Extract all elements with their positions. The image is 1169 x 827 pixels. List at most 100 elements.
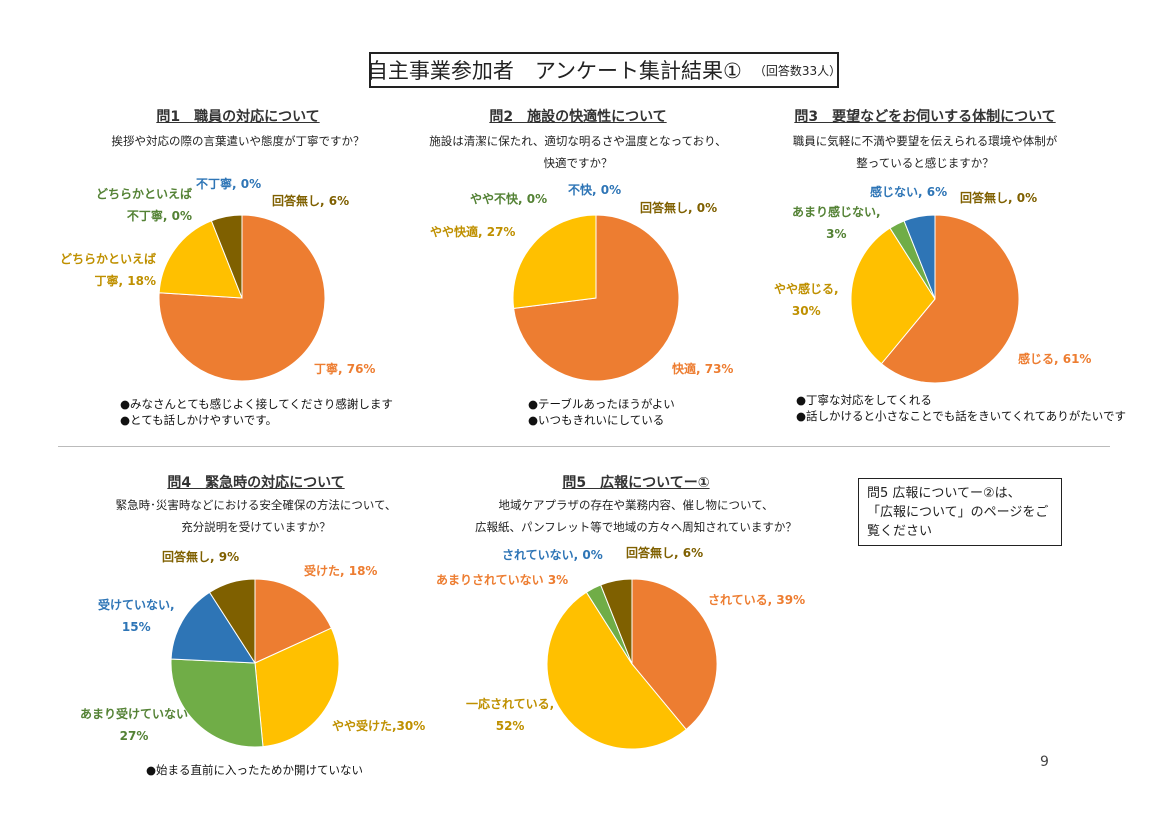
page-title: 自主事業参加者 アンケート集計結果① （回答数33人） (366, 52, 842, 88)
q1-label-dochira-teinei-l2: 丁寧, 18% (94, 274, 157, 288)
pie-slice-0 (880, 214, 1020, 384)
q4-label-yaya-uketa: やや受けた,30% (332, 719, 426, 733)
q1-label-teinei: 丁寧, 76% (314, 362, 376, 376)
pie-slice-4 (210, 214, 243, 299)
pie-slice-1 (546, 591, 687, 750)
pie-slice-1 (850, 227, 936, 365)
pie-slice-3 (170, 591, 256, 664)
note-line: 覧ください (867, 524, 933, 539)
q4-label-amari: あまり受けていない 27% (80, 703, 188, 747)
q1-label-dochira-futeinei: どちらかといえば 不丁寧, 0% (96, 183, 192, 227)
q2-label-yaya-fukai: やや不快, 0% (470, 192, 548, 206)
page-number: 9 (1040, 754, 1049, 770)
pie-slice-0 (254, 578, 333, 664)
pie-slice-1 (158, 220, 243, 299)
panel-q3: 問3 要望などをお伺いする体制について 職員に気軽に不満や要望を伝えられる環境や… (758, 106, 1126, 436)
q5-subtitle: 地域ケアプラザの存在や業務内容、催し物について、 広報紙、パンフレット等で地域の… (466, 494, 806, 538)
pie-slice-3 (903, 214, 936, 300)
q1-label-dochira-teinei: どちらかといえば 丁寧, 18% (60, 248, 156, 292)
pie-slice-0 (631, 578, 718, 731)
q2-label-kaiteki: 快適, 73% (672, 362, 734, 376)
q1-subtitle-line: 挨拶や対応の際の言葉遣いや態度が丁寧ですか？ (111, 134, 365, 148)
q1-comment: ●とても話しかけやすいです。 (120, 413, 278, 427)
q3-subtitle-line: 整っていると感じますか？ (856, 156, 994, 170)
q4-comments: ●始まる直前に入ったためか開けていない (146, 762, 363, 778)
q3-label-kaitounashi: 回答無し, 0% (960, 191, 1038, 205)
q3-subtitle-line: 職員に気軽に不満や要望を伝えられる環境や体制が (792, 134, 1058, 148)
q2-title: 問2 施設の快適性について (489, 109, 667, 125)
q3-label-amari: あまり感じない, 3% (792, 201, 881, 245)
q1-comments: ●みなさんとても感じよく接してくださり感謝します ●とても話しかけやすいです。 (120, 396, 393, 428)
q5-label-kaitounashi: 回答無し, 6% (626, 546, 704, 560)
q5-label-ichiou-l2: 52% (495, 719, 525, 733)
q4-label-uketa: 受けた, 18% (304, 564, 378, 578)
q5-label-ichiou: 一応されている, 52% (466, 693, 554, 737)
q5-subtitle-line: 広報紙、パンフレット等で地域の方々へ周知されていますか？ (475, 520, 797, 534)
note-line: 問5 広報についてー②は、 (867, 486, 1021, 501)
q3-title: 問3 要望などをお伺いする体制について (794, 109, 1056, 125)
q4-label-ukete-inai: 受けていない, 15% (98, 594, 175, 638)
q2-label-yaya-kaiteki: やや快適, 27% (430, 225, 516, 239)
q5-title: 問5 広報についてー① (562, 475, 710, 491)
q4-label-kaitounashi: 回答無し, 9% (162, 550, 240, 564)
q2-subtitle-line: 施設は清潔に保たれ、適切な明るさや温度となっており、 (429, 134, 727, 148)
q4-label-ukete-inai-l1: 受けていない, (98, 598, 175, 612)
pie-slice-2 (170, 658, 264, 748)
q4-title: 問4 緊急時の対応について (167, 475, 345, 491)
q4-subtitle-line: 充分説明を受けていますか？ (181, 520, 331, 534)
q5-label-sareteiru: されている, 39% (708, 593, 806, 607)
q4-pie-chart (170, 578, 340, 748)
pie-slice-1 (254, 627, 340, 748)
q3-label-yaya-kanjiru-l1: やや感じる, (774, 282, 839, 296)
q2-label-fukai: 不快, 0% (568, 183, 622, 197)
q3-pie-chart (850, 214, 1020, 384)
pie-slice-1 (512, 214, 597, 309)
pie-slice-4 (208, 578, 256, 665)
q4-subtitle-line: 緊急時･災害時などにおける安全確保の方法について、 (115, 498, 397, 512)
response-count: （回答数33人） (753, 63, 842, 78)
q2-pie-chart (512, 214, 680, 382)
q1-label-futeinei: 不丁寧, 0% (196, 177, 262, 191)
q3-comments: ●丁寧な対応をしてくれる ●話しかけると小さなことでも話をきいてくれてありがたい… (796, 392, 1126, 424)
panel-q2: 問2 施設の快適性について 施設は清潔に保たれ、適切な明るさや温度となっており、… (418, 106, 738, 436)
q1-comment: ●みなさんとても感じよく接してくださり感謝します (120, 397, 393, 411)
q4-subtitle: 緊急時･災害時などにおける安全確保の方法について、 充分説明を受けていますか？ (96, 494, 416, 538)
q4-label-amari-l2: 27% (119, 729, 149, 743)
note-box-q5-part2: 問5 広報についてー②は、 「広報について」のページをご 覧ください (858, 478, 1062, 546)
q3-label-yaya-kanjiru: やや感じる, 30% (774, 278, 839, 322)
q3-subtitle: 職員に気軽に不満や要望を伝えられる環境や体制が 整っていると感じますか？ (742, 130, 1108, 174)
q5-pie-chart (546, 578, 718, 750)
q1-label-dochira-futeinei-l2: 不丁寧, 0% (126, 209, 193, 223)
q4-label-amari-l1: あまり受けていない (80, 707, 189, 721)
q5-subtitle-line: 地域ケアプラザの存在や業務内容、催し物について、 (498, 498, 774, 512)
q1-pie-chart (158, 214, 326, 382)
q1-label-dochira-teinei-l1: どちらかといえば (60, 252, 157, 266)
section-divider (58, 446, 1110, 447)
q2-comment: ●テーブルあったほうがよい (528, 397, 675, 411)
q2-subtitle: 施設は清潔に保たれ、適切な明るさや温度となっており、 快適ですか？ (418, 130, 738, 174)
q2-label-kaitounashi: 回答無し, 0% (640, 201, 718, 215)
note-line: 「広報について」のページをご (867, 505, 1049, 520)
q4-label-ukete-inai-l2: 15% (121, 620, 151, 634)
q4-comment: ●始まる直前に入ったためか開けていない (146, 763, 364, 777)
q3-label-yaya-kanjiru-l2: 30% (791, 304, 821, 318)
q1-label-dochira-futeinei-l1: どちらかといえば (96, 187, 193, 201)
q3-label-amari-l2: 3% (826, 227, 847, 241)
q2-comment: ●いつもきれいにしている (528, 413, 665, 427)
q5-label-amari: あまりされていない 3% (436, 573, 569, 587)
q2-comments: ●テーブルあったほうがよい ●いつもきれいにしている (528, 396, 675, 428)
q3-label-amari-l1: あまり感じない, (792, 205, 881, 219)
q1-title: 問1 職員の対応について (156, 109, 320, 125)
q5-label-sareteinai: されていない, 0% (502, 548, 603, 562)
q3-label-kanjiru: 感じる, 61% (1018, 352, 1092, 366)
q1-subtitle: 挨拶や対応の際の言葉遣いや態度が丁寧ですか？ (78, 130, 398, 152)
panel-q4: 問4 緊急時の対応について 緊急時･災害時などにおける安全確保の方法について、 … (80, 472, 425, 792)
pie-slice-0 (158, 214, 326, 382)
q1-label-kaitounashi: 回答無し, 6% (272, 194, 350, 208)
panel-q5: 問5 広報についてー① 地域ケアプラザの存在や業務内容、催し物について、 広報紙… (436, 472, 806, 772)
page-title-text: 自主事業参加者 アンケート集計結果① (366, 59, 742, 83)
pie-slice-4 (600, 578, 633, 665)
panel-q1: 問1 職員の対応について 挨拶や対応の際の言葉遣いや態度が丁寧ですか？ 丁寧, … (60, 106, 398, 436)
q3-comment: ●丁寧な対応をしてくれる (796, 393, 932, 407)
q2-subtitle-line: 快適ですか？ (543, 156, 613, 170)
